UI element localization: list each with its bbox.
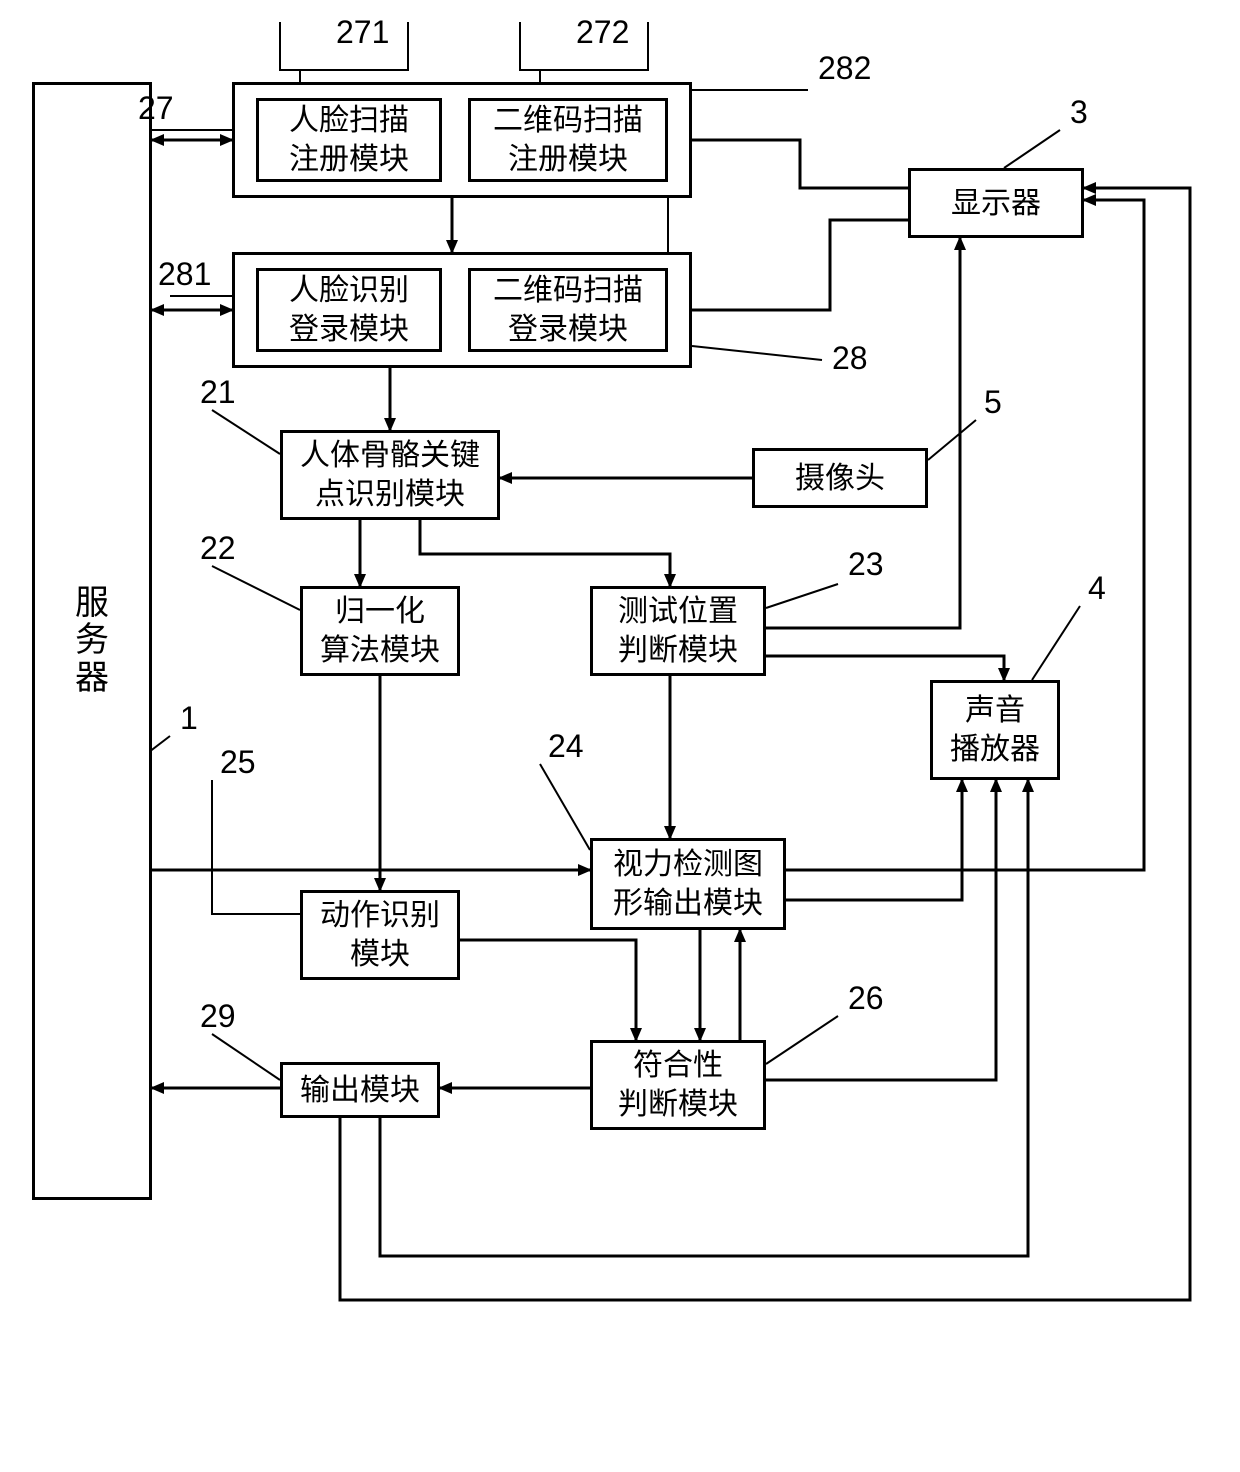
- node-action: 动作识别 模块: [300, 890, 460, 980]
- node-login_face: 人脸识别 登录模块: [256, 268, 442, 352]
- callout-label-login_outer: 28: [832, 340, 868, 377]
- node-login_qr: 二维码扫描 登录模块: [468, 268, 668, 352]
- edge-conform-to-sound: [766, 780, 996, 1080]
- node-server: 服务器: [32, 82, 152, 1200]
- callout-label-normalize: 22: [200, 530, 236, 567]
- edge-action-to-conform: [460, 940, 636, 1040]
- callout-label-reg_qr: 272: [576, 14, 629, 51]
- callout-line-action: [212, 780, 300, 914]
- callout-label-sound: 4: [1088, 570, 1106, 607]
- node-normalize: 归一化 算法模块: [300, 586, 460, 676]
- node-reg_qr: 二维码扫描 注册模块: [468, 98, 668, 182]
- callout-label-login_face: 281: [158, 256, 211, 293]
- callout-line-skeleton: [212, 410, 280, 454]
- edge-display-to-login_qr: [668, 220, 908, 310]
- node-output: 输出模块: [280, 1062, 440, 1118]
- callout-line-conform: [766, 1016, 838, 1064]
- callout-label-display: 3: [1070, 94, 1088, 131]
- callout-line-camera: [928, 420, 976, 460]
- callout-label-vision: 24: [548, 728, 584, 765]
- node-display: 显示器: [908, 168, 1084, 238]
- node-sound: 声音 播放器: [930, 680, 1060, 780]
- node-reg_face: 人脸扫描 注册模块: [256, 98, 442, 182]
- callout-label-skeleton: 21: [200, 374, 236, 411]
- diagram-stage: 服务器 人脸扫描 注册模块二维码扫描 注册模块人脸识别 登录模块二维码扫描 登录模…: [0, 0, 1240, 1472]
- callout-label-server: 1: [180, 700, 198, 737]
- callout-label-reg_face: 271: [336, 14, 389, 51]
- callout-line-vision: [540, 764, 590, 850]
- node-skeleton: 人体骨骼关键 点识别模块: [280, 430, 500, 520]
- callout-line-normalize: [212, 566, 300, 610]
- node-testpos: 测试位置 判断模块: [590, 586, 766, 676]
- edge-testpos-to-sound: [766, 656, 1004, 680]
- callout-label-conform: 26: [848, 980, 884, 1017]
- callout-label-output: 29: [200, 998, 236, 1035]
- callout-line-output: [212, 1034, 280, 1080]
- callout-label-reg_outer: 27: [138, 90, 174, 127]
- node-camera: 摄像头: [752, 448, 928, 508]
- callout-label-camera: 5: [984, 384, 1002, 421]
- callout-line-sound: [1032, 606, 1080, 680]
- edge-vision-to-sound: [786, 780, 962, 900]
- callout-line-login_outer: [692, 346, 822, 360]
- callout-line-display: [1004, 130, 1060, 168]
- edge-display-to-reg_qr: [668, 140, 908, 188]
- edge-skeleton-to-testpos: [420, 520, 670, 586]
- callout-line-testpos: [766, 584, 838, 608]
- node-conform: 符合性 判断模块: [590, 1040, 766, 1130]
- callout-label-login_qr: 282: [818, 50, 871, 87]
- node-vision: 视力检测图 形输出模块: [590, 838, 786, 930]
- callout-label-action: 25: [220, 744, 256, 781]
- callout-label-testpos: 23: [848, 546, 884, 583]
